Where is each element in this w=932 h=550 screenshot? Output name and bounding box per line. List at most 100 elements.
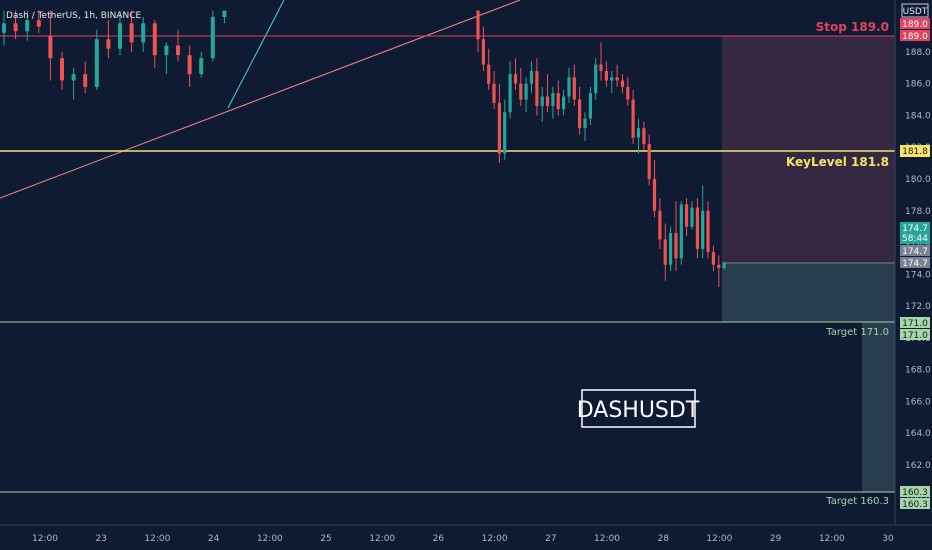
- candle-body: [556, 93, 560, 110]
- candle-body: [513, 74, 518, 84]
- y-tick-label: 184.0: [905, 111, 931, 121]
- countdown-text: 58:44: [902, 234, 928, 244]
- candle-body: [636, 128, 641, 138]
- currency-badge[interactable]: [901, 3, 929, 18]
- x-tick-label: 12:00: [144, 534, 170, 544]
- x-tick-label: 26: [433, 534, 445, 544]
- candle-body: [711, 252, 715, 265]
- candle-body: [529, 71, 534, 84]
- x-tick-label: 12:00: [257, 534, 283, 544]
- candle-body: [481, 39, 485, 65]
- y-tick-label: 188.0: [905, 48, 931, 58]
- candle-body: [594, 64, 598, 94]
- candle-body: [572, 77, 576, 100]
- x-tick-label: 12:00: [594, 534, 620, 544]
- trendline-teal[interactable]: [227, 0, 285, 109]
- candle-body: [497, 102, 501, 154]
- top-tag-text: 189.0: [902, 20, 928, 30]
- time-axis[interactable]: 12:00 23 12:00 24 12:00 25 12:00 26 12:00 27 12:00…: [32, 534, 894, 544]
- target2-tag-2-text: 160.3: [902, 500, 928, 510]
- candle-body: [685, 204, 689, 227]
- y-tick-label: 164.0: [905, 429, 931, 439]
- candle-body: [663, 239, 667, 265]
- y-tick-label: 186.0: [905, 80, 931, 90]
- candle-body: [647, 144, 651, 179]
- x-tick-label: 25: [320, 534, 331, 544]
- prev-close-tag: [900, 245, 930, 256]
- price-axis[interactable]: 188.0186.0184.0182.0180.0178.0176.0174.0…: [905, 48, 931, 503]
- x-tick-label: 12:00: [706, 534, 732, 544]
- candle-body: [583, 118, 587, 129]
- x-tick-label: 23: [95, 534, 106, 544]
- y-tick-label: 166.0: [905, 397, 931, 407]
- candle-body: [141, 23, 146, 43]
- target1-tag-2: [900, 329, 930, 340]
- candle-body: [615, 77, 619, 81]
- y-tick-label: 162.0: [905, 461, 931, 471]
- candle-body: [187, 55, 192, 75]
- candle-body: [13, 23, 18, 32]
- candle-body: [578, 99, 582, 129]
- x-tick-label: 24: [208, 534, 220, 544]
- target2-label: Target 160.3: [825, 496, 889, 507]
- candle-body: [25, 20, 30, 32]
- top-tag: [900, 18, 930, 29]
- candle-body: [588, 93, 592, 119]
- x-tick-label: 12:00: [369, 534, 395, 544]
- candle-body: [118, 23, 122, 49]
- candle-body: [60, 58, 64, 81]
- candle-body: [599, 64, 603, 71]
- candle-body: [199, 58, 204, 75]
- candle-body: [631, 99, 635, 138]
- candle-body: [642, 128, 646, 145]
- candle-body: [487, 64, 491, 84]
- candle-body: [535, 71, 539, 106]
- candle-body: [690, 207, 694, 227]
- candle-body: [94, 39, 99, 87]
- currency-label: USDT: [903, 7, 928, 17]
- y-tick-label: 174.0: [905, 270, 931, 280]
- y-tick-label: 168.0: [905, 366, 931, 376]
- candle-body: [620, 80, 625, 87]
- trendline-red[interactable]: [0, 0, 521, 199]
- candle-body: [503, 112, 507, 154]
- target2-tag: [900, 486, 930, 497]
- candlestick-series: [2, 10, 726, 287]
- candle-body: [48, 36, 53, 59]
- candle-body: [604, 71, 608, 81]
- target2-tag-text: 160.3: [902, 488, 928, 498]
- candle-body: [610, 77, 614, 81]
- target2-tag-2: [900, 498, 930, 509]
- entry-tag-text: 174.7: [902, 259, 928, 269]
- candle-body: [669, 233, 673, 265]
- candle-body: [545, 96, 550, 106]
- x-tick-label: 12:00: [32, 534, 58, 544]
- stop-tag-text: 189.0: [902, 32, 928, 42]
- candle-body: [476, 10, 480, 40]
- x-tick-label: 12:00: [482, 534, 508, 544]
- candle-body: [567, 77, 571, 97]
- target1-tag-2-text: 171.0: [902, 331, 928, 341]
- key-level-label: KeyLevel 181.8: [786, 155, 889, 169]
- candle-body: [106, 39, 111, 49]
- x-tick-label: 27: [545, 534, 556, 544]
- entry-tag: [900, 257, 930, 268]
- x-tick-label: 28: [657, 534, 669, 544]
- prev-close-text: 174.7: [902, 247, 928, 257]
- last-price-text: 174.7: [902, 224, 928, 234]
- candle-body: [83, 74, 88, 87]
- candle-body: [2, 23, 6, 33]
- candle-body: [540, 96, 544, 106]
- reward-zone-extension: [862, 322, 895, 492]
- candle-body: [176, 45, 180, 55]
- last-price-tag: [900, 222, 930, 244]
- candle-body: [210, 16, 215, 59]
- y-tick-label: 160.0: [905, 493, 931, 503]
- key-level-tag-text: 181.8: [902, 147, 928, 157]
- candle-body: [679, 204, 683, 259]
- candle-body: [695, 207, 699, 249]
- target1-tag-text: 171.0: [902, 319, 928, 329]
- watermark-box: [581, 389, 696, 428]
